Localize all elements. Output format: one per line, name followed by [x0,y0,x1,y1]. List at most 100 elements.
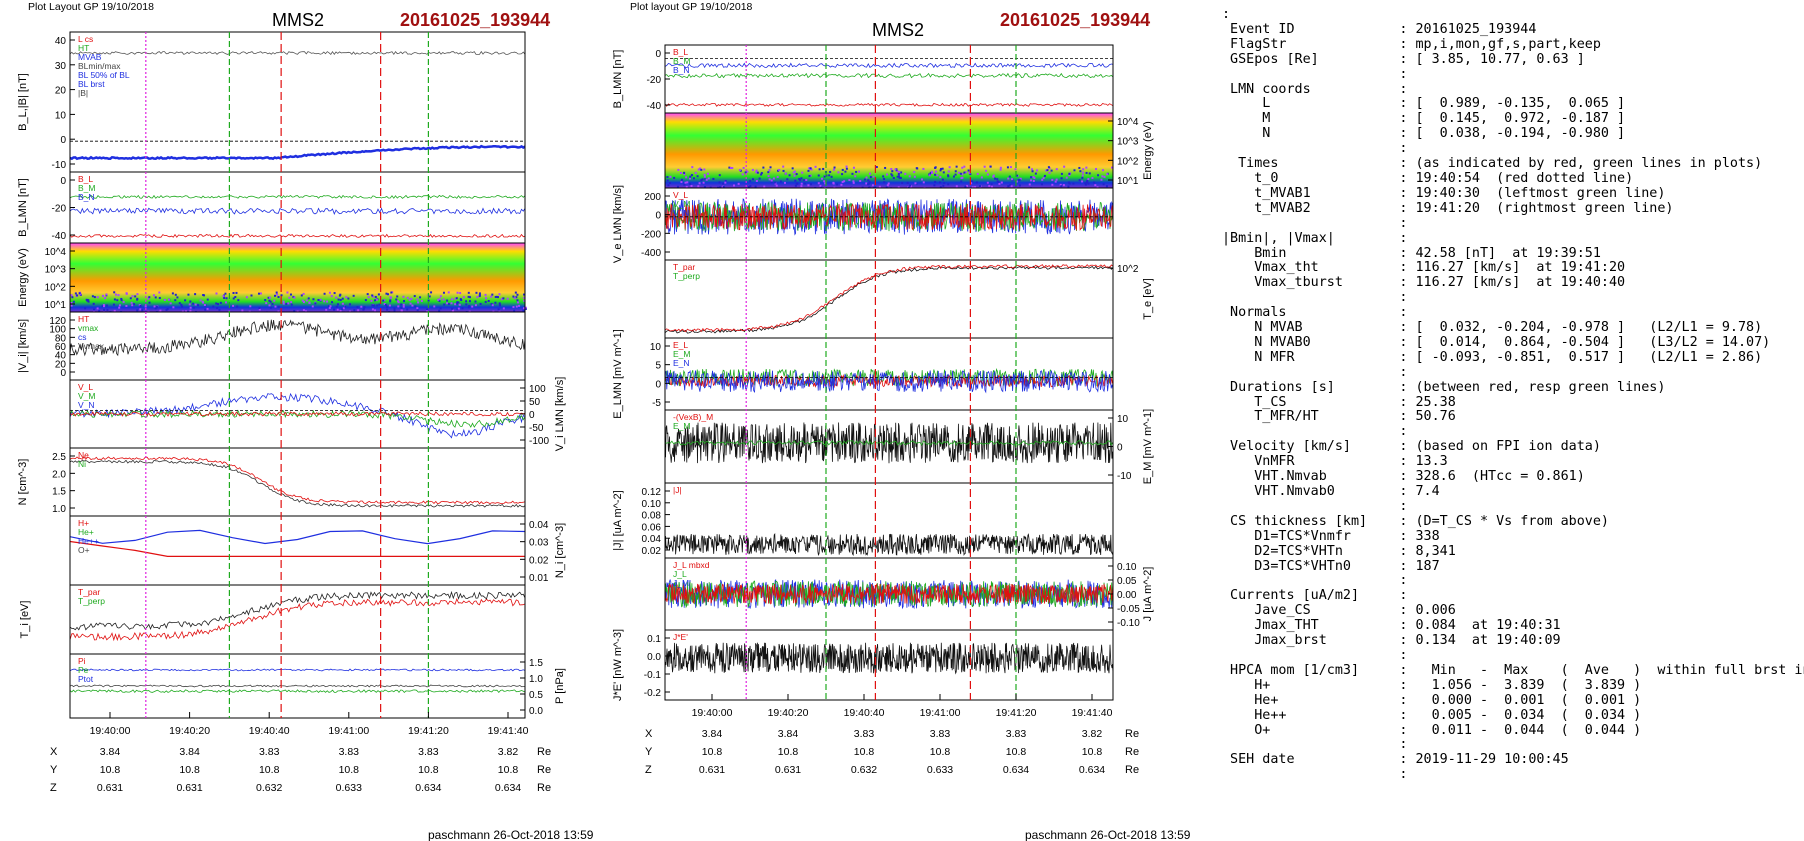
y-tick-label: 0 [1117,443,1123,454]
orbit-value: 10.8 [100,764,121,776]
legend-entry: J_L [673,569,687,579]
y-tick-label: 0 [60,176,66,187]
y-tick-label: 5 [655,361,661,372]
legend-entry: T_perp [78,596,105,606]
orbit-unit: Re [537,764,551,776]
footer-right: paschmann 26-Oct-2018 13:59 [1025,828,1191,841]
orbit-value: 10.8 [259,764,280,776]
legend-entry: B_L [673,47,688,57]
y-tick-label: 10^2 [1117,156,1139,167]
y-axis-label: P [nPa] [554,668,566,704]
y-tick-label: 10^3 [1117,137,1139,148]
legend-entry: |B| [78,88,88,98]
plot-title-left: MMS2 [272,10,324,30]
y-axis-label: Energy (eV) [1142,121,1154,180]
y-tick-label: 0.0 [529,706,543,717]
layout-caption-left: Plot Layout GP 19/10/2018 [28,1,154,13]
x-tick-label: 19:41:40 [488,725,529,737]
orbit-value: 3.84 [778,728,799,740]
legend-entry: Ptot [78,674,94,684]
legend-entry: T_perp [673,271,700,281]
orbit-value: 10.8 [778,746,799,758]
y-axis-label: |V_i| [km/s] [17,319,29,373]
orbit-value: 0.633 [927,764,953,776]
y-tick-label: -10 [1117,471,1132,482]
y-tick-label: 0.01 [529,573,549,584]
orbit-value: 3.84 [702,728,723,740]
event-info-text: : Event ID : 20161025_193944 FlagStr : m… [1222,7,1804,783]
y-tick-label: 80 [55,333,67,344]
y-axis-label: T_e [eV] [1142,278,1154,320]
panel-middle-0: B_LB_MB_N 0 -20 -40 B_LMN [nT] [612,44,1114,114]
y-tick-label: 0.02 [529,555,549,566]
y-tick-label: 30 [55,61,67,72]
y-tick-label: 1.5 [529,658,543,669]
y-tick-label: -100 [529,436,549,447]
y-tick-label: 1.0 [529,674,543,685]
y-tick-label: -20 [52,204,67,215]
legend-entry: BL brst [78,79,105,89]
series-line [69,233,526,238]
y-tick-label: -5 [652,398,661,409]
y-tick-label: -40 [647,101,662,112]
y-tick-label: -0.05 [1117,604,1140,615]
y-tick-label: -0.2 [644,688,662,699]
y-tick-label: 10 [650,342,662,353]
panel-left-2: 10^4 10^3 10^2 10^1 Energy (eV) [17,242,527,314]
x-tick-label: 19:40:20 [169,725,210,737]
y-tick-label: 0 [529,410,535,421]
series-line [664,62,1114,69]
y-tick-label: 0 [655,379,661,390]
orbit-unit: Re [537,746,551,758]
y-tick-label: -0.1 [644,670,662,681]
y-tick-label: 200 [644,192,661,203]
orbit-value: 10.8 [930,746,951,758]
series-line [664,264,1114,333]
series-line [664,72,1114,79]
orbit-value: 0.631 [176,782,202,794]
legend-entry: V_L [78,382,93,392]
orbit-value: 10.8 [854,746,875,758]
panel-left-6: H+He+He++O+ 0.04 0.03 0.02 0.01 N_i [cm^-3] [69,515,566,586]
y-tick-label: 10 [55,110,67,121]
y-tick-label: 0 [655,49,661,60]
x-tick-label: 19:40:00 [692,707,733,719]
series-line [69,207,526,215]
orbit-value: 3.83 [1006,728,1027,740]
y-tick-label: 1.0 [52,504,66,515]
y-axis-label: V_e LMN [km/s] [612,185,624,263]
legend-entry: E_M [673,421,690,431]
orbit-value: 3.84 [100,746,121,758]
footer-left: paschmann 26-Oct-2018 13:59 [428,828,594,841]
legend-entry: J_L mbxd [673,560,710,570]
legend-entry: MVAB [78,52,102,62]
y-tick-label: 50 [529,397,541,408]
orbit-value: 0.631 [97,782,123,794]
legend-entry: He++ [78,536,99,546]
y-tick-label: 0.05 [1117,576,1137,587]
orbit-value: 0.632 [851,764,877,776]
orbit-row-name: Y [645,746,653,758]
legend-entry: B_N [673,65,690,75]
series-line [664,422,1114,464]
y-tick-label: 10^4 [45,247,67,258]
legend-entry: E_N [673,358,690,368]
orbit-value: 0.634 [1079,764,1105,776]
orbit-value: 0.634 [415,782,441,794]
series-line [69,459,526,508]
y-axis-label: B_LMN [nT] [17,178,29,237]
orbit-value: 3.82 [498,746,519,758]
orbit-value: 10.8 [339,764,360,776]
orbit-value: 3.82 [1082,728,1103,740]
legend-entry: T_par [673,262,695,272]
plot-column-middle: B_LB_MB_N0-20-40B_LMN [nT]10^410^310^210… [612,44,1154,776]
y-tick-label: 10^1 [1117,176,1139,187]
legend-entry: vmax [78,323,99,333]
legend-entry: Pi [78,656,86,666]
y-axis-label: Energy (eV) [17,248,29,307]
